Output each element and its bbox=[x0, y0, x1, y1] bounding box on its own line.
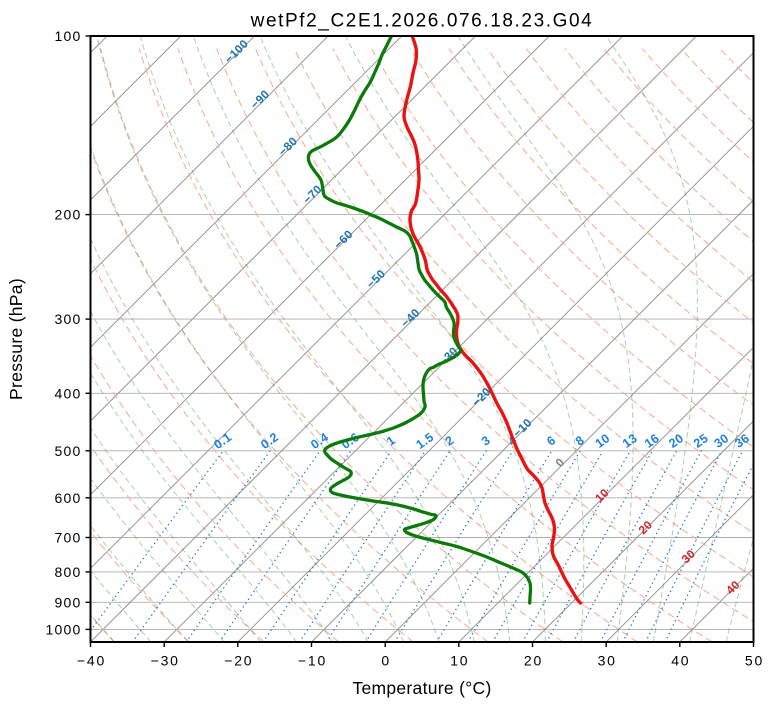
svg-text:−40: −40 bbox=[77, 653, 106, 669]
svg-text:900: 900 bbox=[55, 594, 82, 610]
svg-text:600: 600 bbox=[55, 490, 82, 506]
svg-text:−30: −30 bbox=[151, 653, 180, 669]
svg-text:200: 200 bbox=[55, 207, 82, 223]
svg-text:800: 800 bbox=[55, 564, 82, 580]
svg-text:wetPf2_C2E1.2026.076.18.23.G04: wetPf2_C2E1.2026.076.18.23.G04 bbox=[250, 11, 594, 32]
svg-text:20: 20 bbox=[524, 653, 543, 669]
svg-text:50: 50 bbox=[745, 653, 764, 669]
svg-text:700: 700 bbox=[55, 530, 82, 546]
svg-text:500: 500 bbox=[55, 443, 82, 459]
svg-text:0: 0 bbox=[381, 653, 391, 669]
svg-text:30: 30 bbox=[598, 653, 617, 669]
svg-text:Pressure (hPa): Pressure (hPa) bbox=[6, 278, 26, 400]
svg-text:100: 100 bbox=[55, 28, 82, 44]
svg-text:10: 10 bbox=[450, 653, 469, 669]
svg-text:400: 400 bbox=[55, 385, 82, 401]
svg-text:−10: −10 bbox=[298, 653, 327, 669]
svg-text:−20: −20 bbox=[224, 653, 253, 669]
svg-text:40: 40 bbox=[671, 653, 690, 669]
svg-text:Temperature (°C): Temperature (°C) bbox=[352, 678, 491, 698]
svg-text:1000: 1000 bbox=[46, 621, 82, 637]
svg-text:300: 300 bbox=[55, 311, 82, 327]
